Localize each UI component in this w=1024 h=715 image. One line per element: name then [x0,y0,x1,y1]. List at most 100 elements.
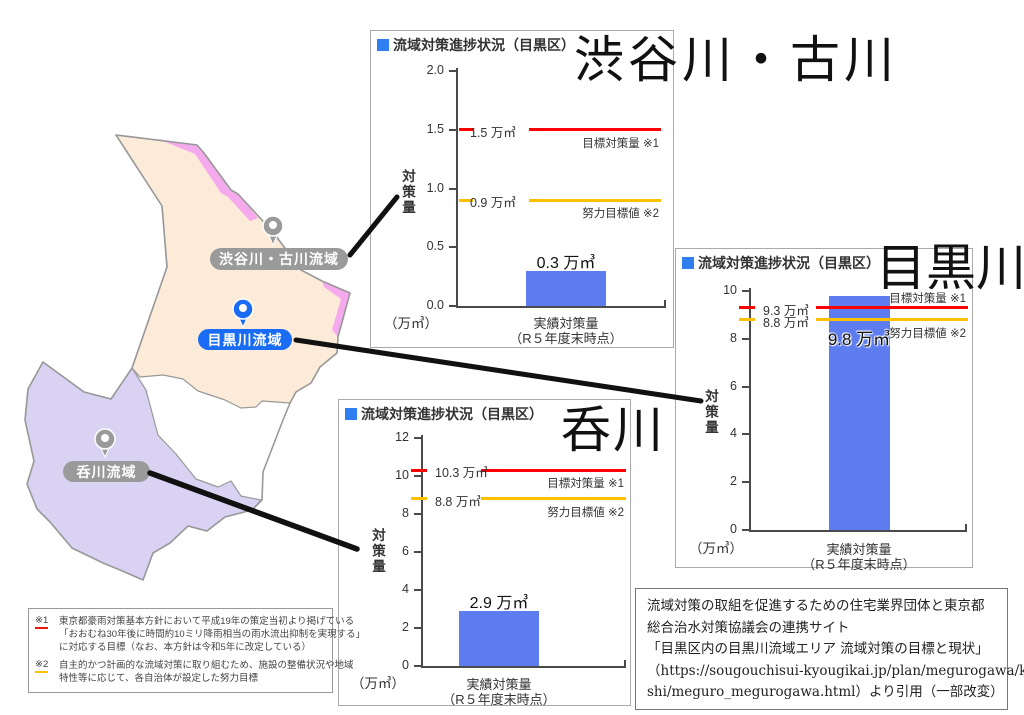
y-tick [742,385,749,388]
chart-header: 流域対策進捗状況（目黒区） [345,404,543,424]
y-axis-title: 対策量 [370,528,385,575]
region-title-nomikawa: 呑川 [561,401,665,459]
y-axis-line [749,288,751,530]
target-line [481,468,626,472]
y-tick [449,305,456,307]
footnote-marker: ※2 [35,659,59,685]
x-category-sublabel: （R５年度末時点） [509,331,623,346]
chart-header-label: 流域対策進捗状況（目黒区） [393,37,575,53]
y-tick [742,481,749,484]
region-shibuya-furukawa-sliver-top [158,139,258,221]
map-label-meguro[interactable]: 目黒川流域 [198,329,292,350]
x-category-sublabel: （R５年度末時点） [442,692,556,707]
y-tick-label: 12 [395,430,409,444]
y-tick-label: 2 [730,474,737,489]
map-pin-meguro[interactable] [232,298,254,329]
target-line-dash [411,468,427,472]
footnote-marker-text: ※2 [35,659,49,673]
effort-line-dash [459,198,473,202]
chart-nomikawa: 流域対策進捗状況（目黒区） 0 2 4 6 8 10 12 10.3 万㎥ 目標対策量 ※1 8.… [338,399,631,707]
y-tick-label: 0.0 [426,298,444,312]
x-category-label: 実績対策量 [826,542,892,557]
footnote-line: 自主的かつ計画的な流域対策に取り組むため、施設の整備状況や地域 [59,660,354,671]
chart-header: 流域対策進捗状況（目黒区） [682,253,880,273]
footnote-item-2: ※2 自主的かつ計画的な流域対策に取り組むため、施設の整備状況や地域 特性等に応じて… [35,659,354,685]
target-line-dash [739,306,755,310]
footnote-marker-text: ※1 [35,615,49,629]
target-value-label: 1.5 万㎥ [470,125,516,140]
y-tick-label: 6 [730,378,737,393]
y-tick-label: 10 [723,283,737,297]
x-category-label: 実績対策量 [466,677,532,692]
y-tick [742,433,749,436]
source-line: shi/meguro_megurogawa.html）より引用（一部改変） [647,684,1004,700]
target-value-label: 9.3 万㎥ [763,303,809,318]
y-tick [414,627,421,629]
x-axis-end-tick [664,300,666,306]
target-name-label: 目標対策量 ※1 [582,137,659,150]
effort-name-label: 努力目標値 ※2 [889,327,966,340]
x-axis-end-tick [624,660,626,666]
bar [526,270,606,306]
y-tick-label: 1.0 [426,180,444,195]
map-pin-shibuya-furukawa[interactable] [262,215,284,247]
effort-value-label: 0.9 万㎥ [470,196,516,211]
chart-meguro: 流域対策進捗状況（目黒区） 0 2 4 6 8 10 9.3 万㎥ 目標対策量 ※1 8.8 万… [675,248,973,572]
chart-header-label: 流域対策進捗状況（目黒区） [361,406,543,422]
y-tick [742,337,749,340]
effort-value-label: 8.8 万㎥ [435,494,481,509]
y-tick-label: 2.0 [426,63,444,77]
y-axis-unit-label: （万㎥） [689,541,743,556]
source-line: 流域対策の取組を促進するための住宅業界団体と東京都 [647,598,985,614]
y-axis-line [456,68,458,306]
y-tick-label: 2 [402,620,409,634]
effort-line [481,497,626,501]
y-tick-label: 4 [730,426,737,441]
y-axis-unit-label: （万㎥） [351,676,405,691]
effort-line [816,318,968,322]
y-tick [414,475,421,477]
target-line [816,306,968,310]
bar [459,610,539,666]
effort-line-dash [411,497,427,501]
legend-square-icon [682,257,694,269]
y-tick [449,70,456,72]
x-category-label: 実績対策量 [533,316,599,331]
y-tick [449,187,456,190]
x-axis-line [749,530,967,532]
source-line: 総合治水対策協議会の連携サイト [647,619,850,636]
legend-square-icon [345,408,357,420]
bar-value-label: 9.8 万㎥ [827,329,891,349]
x-axis-line [421,666,626,668]
footnote-item-1: ※1 東京都豪雨対策基本方針において平成19年の策定当初より掲げている 「おおむね3… [35,615,365,654]
y-tick-label: 0 [402,658,409,672]
effort-name-label: 努力目標値 ※2 [547,506,624,519]
y-axis-unit-label: （万㎥） [384,316,438,331]
legend-square-icon [377,39,389,51]
y-tick [449,128,456,131]
effort-line [529,198,661,202]
y-axis-title: 対策量 [703,389,718,436]
footnote-line: 特性等に応じて、各自治体が設定した努力目標 [59,673,259,684]
map-pin-nomikawa[interactable] [94,428,116,459]
y-tick-label: 8 [402,506,409,520]
target-line-dash [459,128,473,132]
y-tick-label: 10 [395,468,409,482]
map-label-shibuya-furukawa[interactable]: 渋谷川・古川流域 [210,248,348,270]
y-tick-label: 0.5 [426,239,444,254]
footnote-line: 「おおむね30年後に時間約10ミリ降雨相当の雨水流出抑制を実現する」 [59,629,366,640]
y-tick-label: 4 [402,582,409,596]
x-axis-end-tick [965,524,967,530]
y-tick [414,551,421,553]
y-tick [414,665,421,667]
x-category-sublabel: （R５年度末時点） [802,557,916,572]
target-name-label: 目標対策量 ※1 [547,478,624,491]
footnote-text: 東京都豪雨対策基本方針において平成19年の策定当初より掲げている 「おおむね30年… [59,615,365,654]
effort-value-label: 8.8 万㎥ [763,315,809,330]
y-tick-label: 6 [402,544,409,558]
y-axis-title: 対策量 [400,169,415,216]
bar [828,295,890,530]
map-label-nomikawa[interactable]: 呑川流域 [63,461,150,482]
y-tick [414,589,421,591]
